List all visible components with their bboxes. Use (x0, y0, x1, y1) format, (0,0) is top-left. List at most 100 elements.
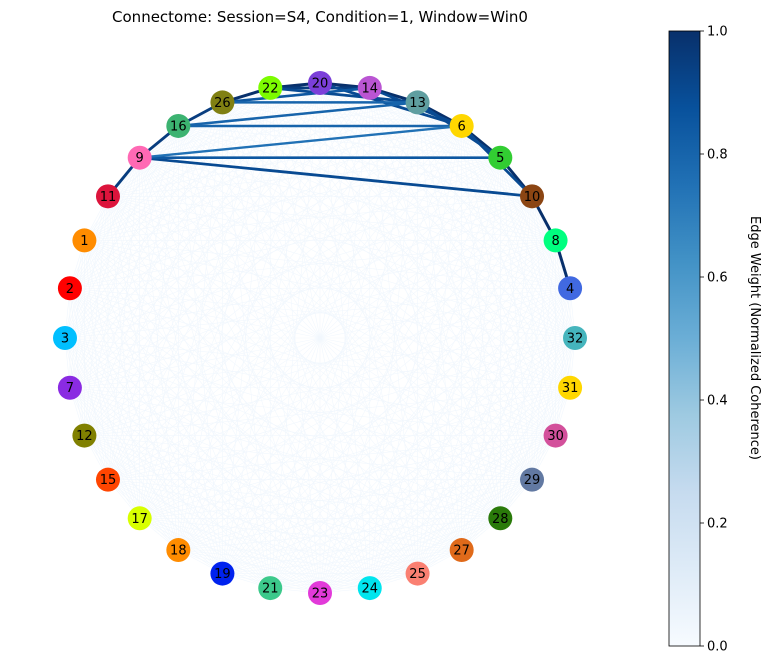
background-edge (139, 125, 462, 519)
background-edge (107, 157, 140, 480)
background-edge (369, 87, 556, 436)
background-edge (270, 337, 576, 589)
node-circle-17 (127, 506, 152, 531)
background-edge (319, 87, 371, 594)
background-edge (84, 196, 109, 436)
background-edge (178, 337, 576, 551)
background-edge (369, 87, 556, 241)
background-edge (84, 87, 370, 436)
colorbar-tick-label: 0.6 (707, 271, 728, 286)
background-edge (369, 157, 501, 589)
background-edge (64, 337, 571, 389)
background-edge (222, 288, 571, 574)
background-edge (107, 196, 571, 289)
node-label-18: 18 (170, 544, 187, 559)
background-edge (269, 87, 462, 551)
node-circle-11 (95, 184, 120, 209)
background-edge (222, 102, 571, 388)
background-edge (500, 157, 533, 480)
node-circle-27 (449, 538, 474, 563)
node-label-7: 7 (66, 381, 74, 396)
node-label-28: 28 (492, 512, 509, 527)
node-label-30: 30 (547, 429, 564, 444)
node-label-25: 25 (409, 567, 426, 582)
background-edge (139, 157, 271, 589)
background-edge (139, 196, 533, 519)
colorbar-tick-label: 0.4 (707, 394, 728, 409)
background-edge (107, 196, 223, 574)
colorbar-label: Edge Weight (Normalized Coherence) (747, 216, 762, 460)
node-circle-26 (210, 90, 235, 115)
node-label-24: 24 (361, 582, 378, 597)
node-26: 26 (210, 90, 235, 115)
background-edge (369, 87, 571, 289)
node-label-27: 27 (453, 544, 470, 559)
node-label-2: 2 (66, 282, 74, 297)
background-edge (270, 87, 576, 339)
background-edge (319, 82, 371, 589)
node-2: 2 (57, 276, 82, 301)
background-edge (84, 435, 462, 551)
node-circle-32 (563, 326, 587, 350)
background-edge (84, 240, 179, 551)
background-edge (69, 387, 140, 519)
background-edge (222, 573, 370, 589)
background-edge (461, 125, 571, 289)
background-edge (178, 435, 556, 551)
node-circle-19 (210, 561, 235, 586)
background-edge (64, 337, 271, 589)
node-32: 32 (563, 326, 587, 350)
background-edge (107, 196, 370, 589)
node-3: 3 (53, 326, 77, 350)
background-edge (84, 125, 462, 241)
node-circle-23 (308, 581, 332, 605)
background-edge (319, 82, 533, 480)
colorbar: 0.0 0.2 0.4 0.6 0.8 1.0 Edge Weight (Normaliz… (668, 25, 762, 655)
background-edge (107, 479, 223, 574)
edge-9-6 (139, 124, 462, 159)
background-edge (222, 387, 571, 574)
background-edge (461, 125, 556, 436)
background-edge (178, 87, 371, 551)
node-14: 14 (357, 75, 382, 100)
node-circle-31 (558, 375, 583, 400)
node-label-16: 16 (170, 119, 187, 134)
background-edge (69, 387, 418, 574)
colorbar-tick-label: 0.2 (707, 517, 728, 532)
background-edge (107, 196, 556, 241)
background-edge (369, 87, 533, 480)
background-edge (270, 240, 556, 589)
background-edge (178, 102, 223, 551)
node-1: 1 (72, 228, 97, 253)
background-edge (107, 157, 501, 480)
background-edge (139, 157, 571, 289)
node-28: 28 (488, 506, 513, 531)
background-edge (222, 87, 371, 574)
background-edge (461, 125, 556, 241)
background-edge (222, 102, 576, 339)
background-edge (500, 387, 571, 519)
node-circle-21 (258, 576, 283, 601)
node-label-29: 29 (524, 473, 541, 488)
background-edge (222, 125, 462, 574)
background-edge (69, 288, 223, 574)
node-circle-2 (57, 276, 82, 301)
background-edge (64, 337, 370, 589)
background-edge (222, 102, 533, 197)
background-edge (84, 240, 370, 589)
node-circle-30 (543, 423, 568, 448)
node-label-15: 15 (100, 473, 117, 488)
background-edge (500, 240, 556, 519)
node-29: 29 (520, 467, 545, 492)
background-edge (270, 87, 571, 388)
background-edge (64, 287, 571, 339)
background-edge (107, 435, 556, 480)
node-label-5: 5 (496, 151, 504, 166)
background-edge (107, 240, 556, 480)
background-edge (178, 125, 533, 197)
background-edge (69, 288, 321, 594)
node-circle-28 (488, 506, 513, 531)
node-16: 16 (166, 113, 191, 138)
background-edge (531, 288, 571, 480)
